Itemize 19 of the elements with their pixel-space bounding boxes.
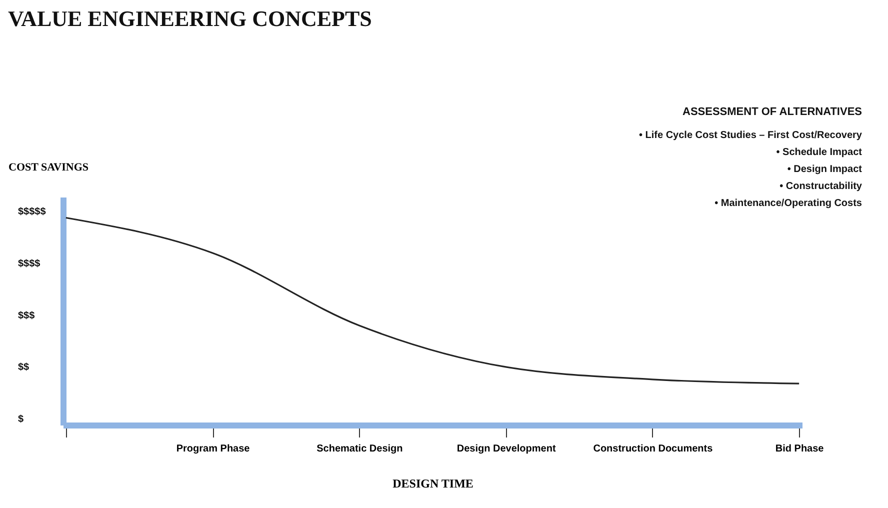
text: • Design Impact — [787, 164, 863, 175]
x-tick-label: Design Development — [456, 444, 556, 454]
text: ASSESSMENT OF ALTERNATIVES — [682, 106, 862, 118]
chart-title: VALUE ENGINEERING CONCEPTS — [8, 6, 372, 31]
text: • Schedule Impact — [776, 147, 863, 158]
x-tick-label: Construction Documents — [593, 444, 714, 454]
x-tick-label: Schematic Design — [316, 444, 403, 454]
text: • Life Cycle Cost Studies – First Cost/Recovery — [638, 130, 862, 141]
x-axis-title: DESIGN TIME — [392, 476, 474, 490]
text: • Constructability — [780, 181, 862, 192]
text: $$$$ — [18, 258, 41, 270]
text: • Maintenance/Operating Costs — [714, 198, 862, 209]
text: $$$$$ — [18, 206, 46, 218]
text: $ — [18, 414, 24, 425]
y-axis-title: COST SAVINGS — [8, 162, 88, 174]
x-tick-label: Program Phase — [176, 444, 250, 454]
text: $$$ — [18, 310, 36, 322]
x-tick-label: Bid Phase — [775, 444, 824, 454]
text: $$ — [18, 362, 30, 374]
